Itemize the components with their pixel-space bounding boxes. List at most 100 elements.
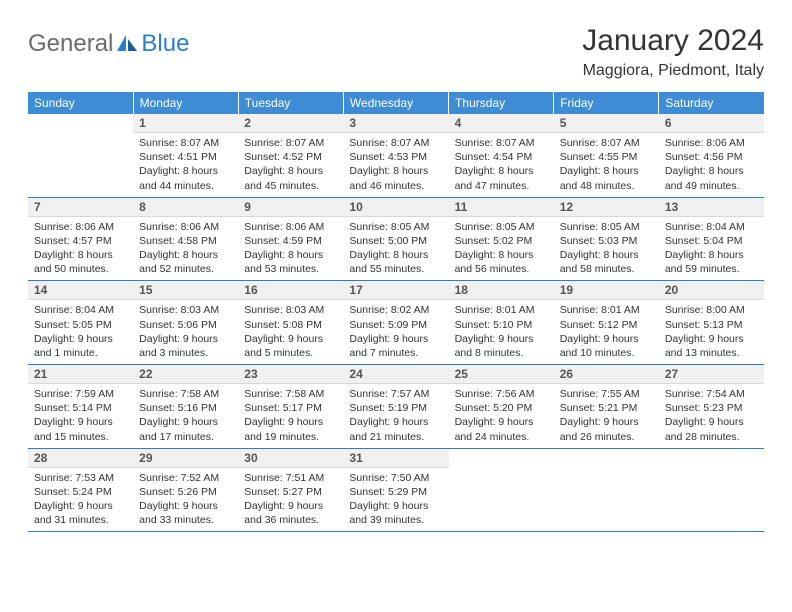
sunrise-text: Sunrise: 8:07 AM — [349, 136, 442, 150]
day-number: 11 — [449, 198, 554, 217]
calendar-row: 21Sunrise: 7:59 AMSunset: 5:14 PMDayligh… — [28, 365, 764, 449]
day-number: 4 — [449, 114, 554, 133]
calendar-cell: 17Sunrise: 8:02 AMSunset: 5:09 PMDayligh… — [343, 281, 448, 365]
calendar-cell: 20Sunrise: 8:00 AMSunset: 5:13 PMDayligh… — [659, 281, 764, 365]
day-content: Sunrise: 8:06 AMSunset: 4:56 PMDaylight:… — [659, 133, 764, 197]
sunset-text: Sunset: 5:19 PM — [349, 401, 442, 415]
calendar-cell: 6Sunrise: 8:06 AMSunset: 4:56 PMDaylight… — [659, 114, 764, 197]
day-content: Sunrise: 8:07 AMSunset: 4:55 PMDaylight:… — [554, 133, 659, 197]
day-number: 6 — [659, 114, 764, 133]
weekday-header: Monday — [133, 92, 238, 114]
day-number: 31 — [343, 449, 448, 468]
sunrise-text: Sunrise: 7:58 AM — [244, 387, 337, 401]
daylight-text: Daylight: 8 hours and 53 minutes. — [244, 248, 337, 276]
calendar-cell: 30Sunrise: 7:51 AMSunset: 5:27 PMDayligh… — [238, 448, 343, 532]
calendar-cell: 24Sunrise: 7:57 AMSunset: 5:19 PMDayligh… — [343, 365, 448, 449]
day-number: 15 — [133, 281, 238, 300]
day-content: Sunrise: 7:57 AMSunset: 5:19 PMDaylight:… — [343, 384, 448, 448]
calendar-cell: 2Sunrise: 8:07 AMSunset: 4:52 PMDaylight… — [238, 114, 343, 197]
calendar-cell: 22Sunrise: 7:58 AMSunset: 5:16 PMDayligh… — [133, 365, 238, 449]
day-content: Sunrise: 8:02 AMSunset: 5:09 PMDaylight:… — [343, 300, 448, 364]
sunset-text: Sunset: 5:26 PM — [139, 485, 232, 499]
daylight-text: Daylight: 8 hours and 48 minutes. — [560, 164, 653, 192]
day-number: 30 — [238, 449, 343, 468]
sunrise-text: Sunrise: 7:50 AM — [349, 471, 442, 485]
sunset-text: Sunset: 4:56 PM — [665, 150, 758, 164]
calendar-cell: 15Sunrise: 8:03 AMSunset: 5:06 PMDayligh… — [133, 281, 238, 365]
day-number: 2 — [238, 114, 343, 133]
sunrise-text: Sunrise: 8:05 AM — [560, 220, 653, 234]
sunset-text: Sunset: 5:21 PM — [560, 401, 653, 415]
day-content: Sunrise: 7:55 AMSunset: 5:21 PMDaylight:… — [554, 384, 659, 448]
calendar-cell: 26Sunrise: 7:55 AMSunset: 5:21 PMDayligh… — [554, 365, 659, 449]
weekday-header: Thursday — [449, 92, 554, 114]
day-number: 26 — [554, 365, 659, 384]
day-number: 9 — [238, 198, 343, 217]
sunset-text: Sunset: 5:29 PM — [349, 485, 442, 499]
sunset-text: Sunset: 5:20 PM — [455, 401, 548, 415]
sunset-text: Sunset: 5:00 PM — [349, 234, 442, 248]
day-content: Sunrise: 7:56 AMSunset: 5:20 PMDaylight:… — [449, 384, 554, 448]
day-content: Sunrise: 8:06 AMSunset: 4:58 PMDaylight:… — [133, 217, 238, 281]
calendar-cell: 23Sunrise: 7:58 AMSunset: 5:17 PMDayligh… — [238, 365, 343, 449]
day-content: Sunrise: 7:54 AMSunset: 5:23 PMDaylight:… — [659, 384, 764, 448]
sunrise-text: Sunrise: 8:07 AM — [560, 136, 653, 150]
day-content: Sunrise: 8:07 AMSunset: 4:53 PMDaylight:… — [343, 133, 448, 197]
sunrise-text: Sunrise: 8:07 AM — [244, 136, 337, 150]
weekday-header: Sunday — [28, 92, 133, 114]
month-title: January 2024 — [582, 24, 764, 58]
day-number: 28 — [28, 449, 133, 468]
calendar-cell — [449, 448, 554, 532]
calendar-cell: 16Sunrise: 8:03 AMSunset: 5:08 PMDayligh… — [238, 281, 343, 365]
day-number: 29 — [133, 449, 238, 468]
sunset-text: Sunset: 4:52 PM — [244, 150, 337, 164]
daylight-text: Daylight: 8 hours and 56 minutes. — [455, 248, 548, 276]
calendar-row: 28Sunrise: 7:53 AMSunset: 5:24 PMDayligh… — [28, 448, 764, 532]
calendar-cell: 27Sunrise: 7:54 AMSunset: 5:23 PMDayligh… — [659, 365, 764, 449]
day-number: 18 — [449, 281, 554, 300]
calendar-cell — [28, 114, 133, 197]
title-block: January 2024 Maggiora, Piedmont, Italy — [582, 24, 764, 80]
calendar-cell: 5Sunrise: 8:07 AMSunset: 4:55 PMDaylight… — [554, 114, 659, 197]
day-content: Sunrise: 8:06 AMSunset: 4:57 PMDaylight:… — [28, 217, 133, 281]
sunrise-text: Sunrise: 8:04 AM — [34, 303, 127, 317]
day-content: Sunrise: 7:58 AMSunset: 5:16 PMDaylight:… — [133, 384, 238, 448]
day-content: Sunrise: 8:07 AMSunset: 4:54 PMDaylight:… — [449, 133, 554, 197]
calendar-row: 7Sunrise: 8:06 AMSunset: 4:57 PMDaylight… — [28, 197, 764, 281]
calendar-cell: 31Sunrise: 7:50 AMSunset: 5:29 PMDayligh… — [343, 448, 448, 532]
header: General Blue January 2024 Maggiora, Pied… — [28, 24, 764, 80]
day-content: Sunrise: 7:59 AMSunset: 5:14 PMDaylight:… — [28, 384, 133, 448]
sunset-text: Sunset: 4:51 PM — [139, 150, 232, 164]
weekday-header: Saturday — [659, 92, 764, 114]
day-number: 14 — [28, 281, 133, 300]
sunrise-text: Sunrise: 7:56 AM — [455, 387, 548, 401]
location: Maggiora, Piedmont, Italy — [582, 62, 764, 80]
sunset-text: Sunset: 4:54 PM — [455, 150, 548, 164]
daylight-text: Daylight: 9 hours and 7 minutes. — [349, 332, 442, 360]
day-content: Sunrise: 8:04 AMSunset: 5:04 PMDaylight:… — [659, 217, 764, 281]
daylight-text: Daylight: 9 hours and 19 minutes. — [244, 415, 337, 443]
calendar-cell: 7Sunrise: 8:06 AMSunset: 4:57 PMDaylight… — [28, 197, 133, 281]
day-content: Sunrise: 8:00 AMSunset: 5:13 PMDaylight:… — [659, 300, 764, 364]
sunset-text: Sunset: 5:04 PM — [665, 234, 758, 248]
daylight-text: Daylight: 9 hours and 24 minutes. — [455, 415, 548, 443]
sunrise-text: Sunrise: 7:53 AM — [34, 471, 127, 485]
daylight-text: Daylight: 9 hours and 21 minutes. — [349, 415, 442, 443]
sunrise-text: Sunrise: 7:51 AM — [244, 471, 337, 485]
calendar-cell: 25Sunrise: 7:56 AMSunset: 5:20 PMDayligh… — [449, 365, 554, 449]
sunrise-text: Sunrise: 8:05 AM — [349, 220, 442, 234]
sunset-text: Sunset: 5:17 PM — [244, 401, 337, 415]
logo-sails-icon — [117, 33, 139, 58]
day-content: Sunrise: 8:01 AMSunset: 5:12 PMDaylight:… — [554, 300, 659, 364]
daylight-text: Daylight: 9 hours and 8 minutes. — [455, 332, 548, 360]
calendar-cell: 3Sunrise: 8:07 AMSunset: 4:53 PMDaylight… — [343, 114, 448, 197]
sunset-text: Sunset: 5:13 PM — [665, 318, 758, 332]
daylight-text: Daylight: 9 hours and 36 minutes. — [244, 499, 337, 527]
calendar-cell: 9Sunrise: 8:06 AMSunset: 4:59 PMDaylight… — [238, 197, 343, 281]
daylight-text: Daylight: 8 hours and 55 minutes. — [349, 248, 442, 276]
day-number: 12 — [554, 198, 659, 217]
day-content: Sunrise: 7:52 AMSunset: 5:26 PMDaylight:… — [133, 468, 238, 532]
daylight-text: Daylight: 8 hours and 46 minutes. — [349, 164, 442, 192]
day-number: 19 — [554, 281, 659, 300]
sunset-text: Sunset: 5:05 PM — [34, 318, 127, 332]
